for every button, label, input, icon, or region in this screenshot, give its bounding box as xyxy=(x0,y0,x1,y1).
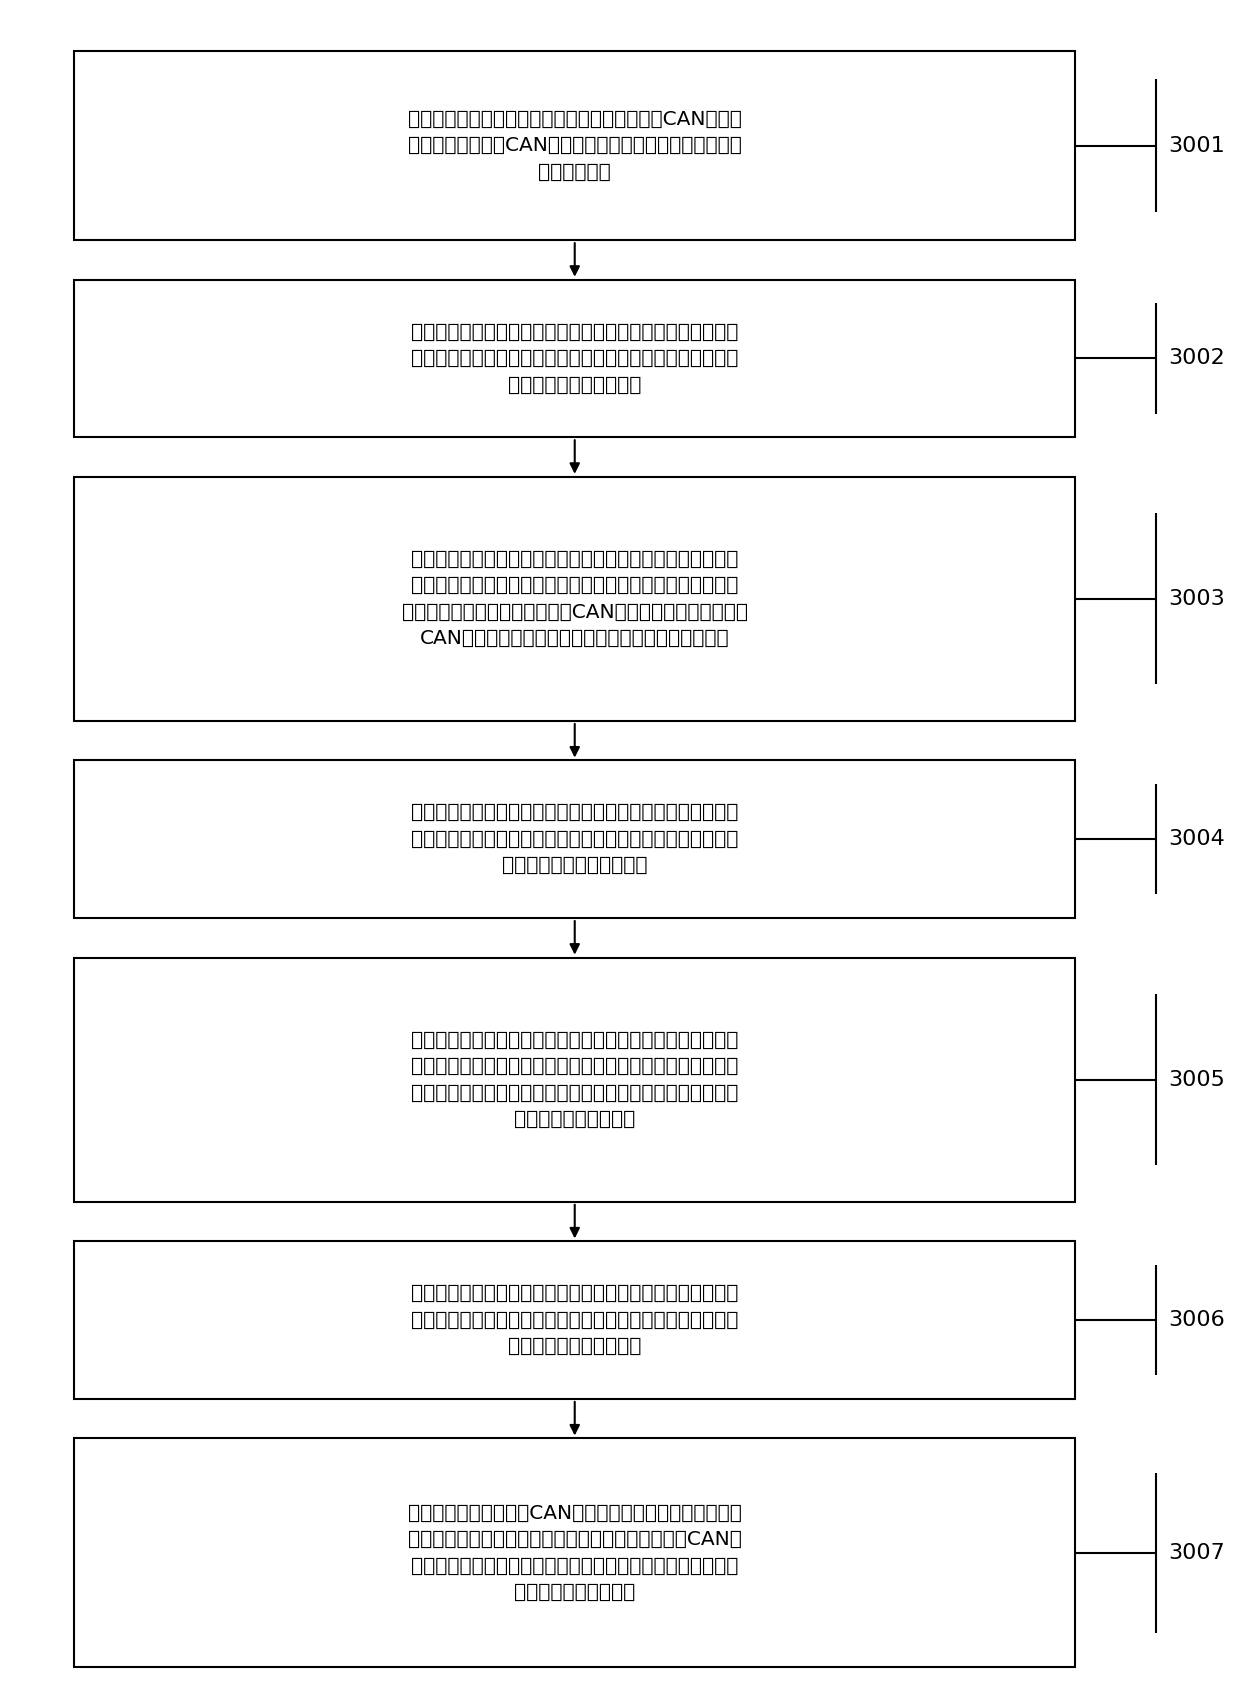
Text: 3003: 3003 xyxy=(1168,589,1225,609)
FancyBboxPatch shape xyxy=(74,476,1075,721)
FancyBboxPatch shape xyxy=(74,1242,1075,1398)
Text: 将第二目标接收信号的CAN网域信息、第二目标接收信号在
第二目标接收信号列表中的位置、第二待发送信号的CAN网
域信息以及第二待发送信号在第二目标发送信号列表中: 将第二目标接收信号的CAN网域信息、第二目标接收信号在 第二目标接收信号列表中的… xyxy=(408,1504,742,1602)
Text: 3005: 3005 xyxy=(1168,1070,1225,1090)
Text: 3007: 3007 xyxy=(1168,1543,1225,1563)
Text: 3006: 3006 xyxy=(1168,1310,1225,1330)
Text: 根据转发信号列表每一行中的第一待接收信号的CAN网域信
息，选取位于同一CAN网域内的接收信号列表作为第二目标
接收信号列表: 根据转发信号列表每一行中的第一待接收信号的CAN网域信 息，选取位于同一CAN网… xyxy=(408,109,742,182)
Text: 3002: 3002 xyxy=(1168,349,1225,369)
Text: 将第一待发送信号的信号名称与第二目标发送信号列表中的每
一作为第二目标发送信号的第二待发送信号的信号名称依次进
行比对，得到第四比对结果: 将第一待发送信号的信号名称与第二目标发送信号列表中的每 一作为第二目标发送信号的… xyxy=(410,803,738,876)
Text: 若第二目标接收信号的目标属性信息与第二目标发送信号的目
标属性信息相同，则确定第二目标接收信号以及第二目标发送
信号为一目标转发信号组: 若第二目标接收信号的目标属性信息与第二目标发送信号的目 标属性信息相同，则确定第… xyxy=(410,1284,738,1356)
Text: 3004: 3004 xyxy=(1168,830,1225,849)
FancyBboxPatch shape xyxy=(74,958,1075,1203)
Text: 当第三比对结果为第一待接收信号的信号名称的主体与第二目
标接收信号列表中的一第二目标接收信号的信号名称的主体相
同时，根据第一目标发送信号的CAN网域信息，选取: 当第三比对结果为第一待接收信号的信号名称的主体与第二目 标接收信号列表中的一第二… xyxy=(402,549,748,648)
Text: 将第一待接收信号的信号名称与第二目标接收信号列表中每一
作为第二目标接收信号的第二待接收信号的信号名称依次进行
比对，得到第三比对结果: 将第一待接收信号的信号名称与第二目标接收信号列表中每一 作为第二目标接收信号的第… xyxy=(410,323,738,395)
Text: 3001: 3001 xyxy=(1168,136,1225,155)
FancyBboxPatch shape xyxy=(74,51,1075,240)
FancyBboxPatch shape xyxy=(74,1439,1075,1667)
FancyBboxPatch shape xyxy=(74,760,1075,919)
FancyBboxPatch shape xyxy=(74,279,1075,437)
Text: 当第四比对结果为第一待发送信号的信号名称的主体与第二目
标发送信号列表中的一第二目标发送信号的信号名称的主体相
同时，获取第二目标接收信号的目标属性信息以及第二: 当第四比对结果为第一待发送信号的信号名称的主体与第二目 标发送信号列表中的一第二… xyxy=(410,1031,738,1129)
